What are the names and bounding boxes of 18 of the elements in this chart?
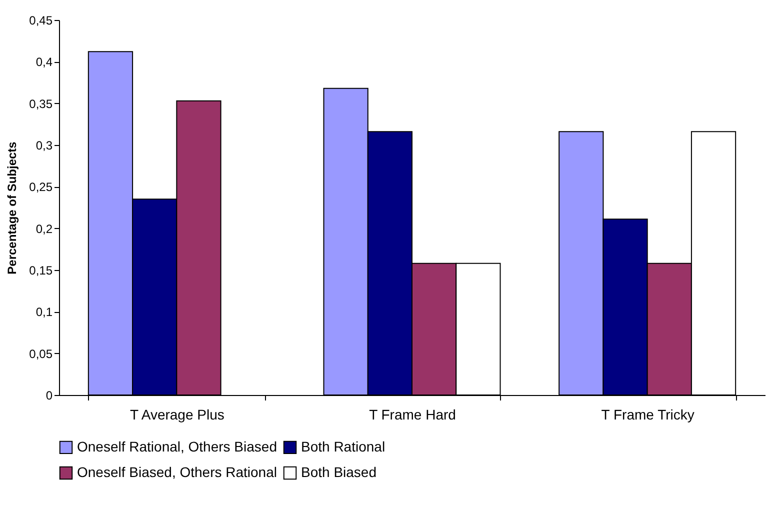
y-tick-label: 0,3: [36, 138, 53, 152]
y-tick-label: 0,4: [36, 55, 53, 70]
legend-label: Both Biased: [301, 464, 376, 480]
x-tick-label: T Frame Tricky: [601, 406, 694, 422]
y-tick-label: 0,05: [29, 346, 53, 361]
legend-label: Oneself Biased, Others Rational: [77, 464, 277, 480]
y-axis-title: Percentage of Subjects: [5, 141, 20, 274]
legend-label: Both Rational: [301, 438, 386, 454]
y-tick-label: 0,35: [29, 96, 53, 111]
y-tick-label: 0,1: [36, 305, 53, 320]
x-tick-label: T Average Plus: [130, 406, 224, 422]
y-tick-label: 0,25: [29, 180, 53, 194]
y-tick-label: 0,2: [36, 222, 53, 236]
y-tick-label: 0,45: [29, 14, 53, 28]
y-tick-label: 0: [46, 388, 53, 402]
x-tick-label: T Frame Hard: [369, 406, 456, 422]
y-tick-label: 0,15: [29, 264, 53, 278]
legend-label: Oneself Rational, Others Biased: [77, 438, 277, 454]
